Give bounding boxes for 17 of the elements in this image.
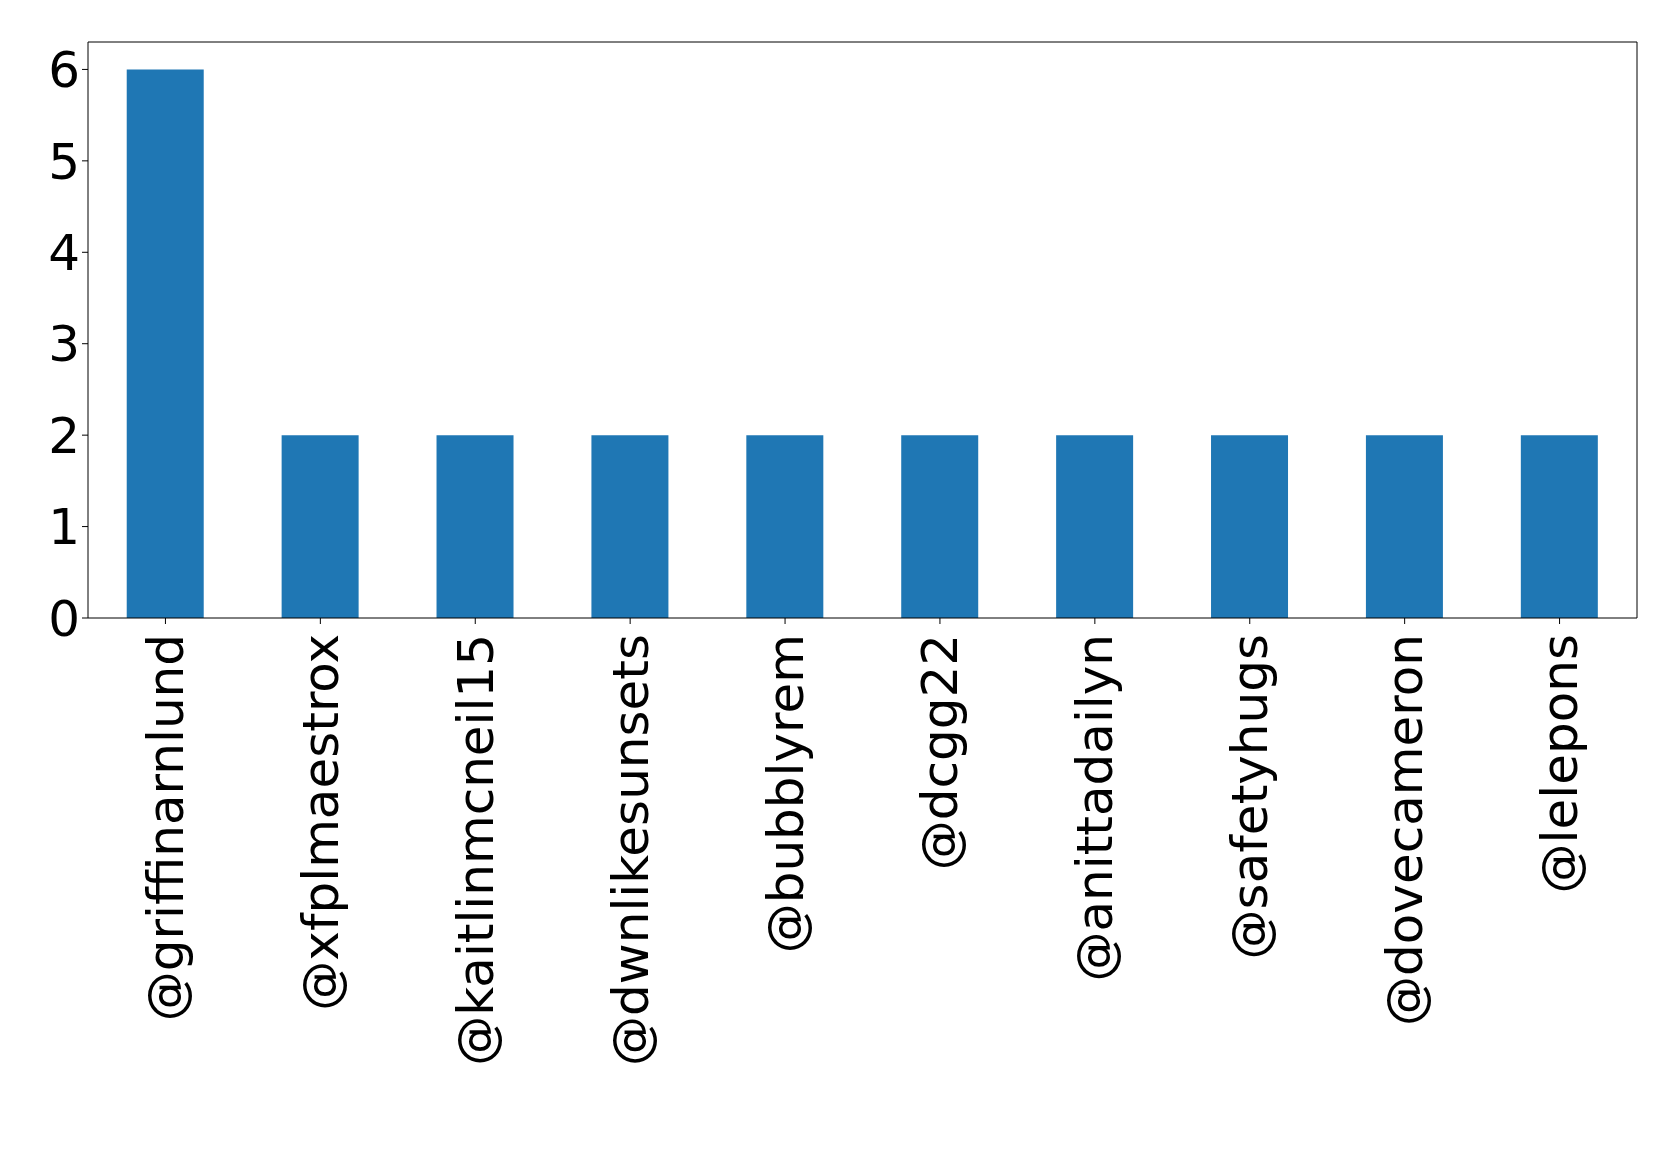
x-tick-label: @bubblyrem xyxy=(756,634,815,954)
y-tick-label: 0 xyxy=(48,589,80,648)
x-tick-label: @anittadailyn xyxy=(1066,634,1125,982)
x-tick-label: @dwnlikesunsets xyxy=(601,634,660,1066)
y-tick-label: 1 xyxy=(48,498,80,557)
y-tick-label: 2 xyxy=(48,406,80,465)
x-tick-label: @griffinarnlund xyxy=(136,634,195,1022)
x-tick-label: @xfplmaestrox xyxy=(291,634,350,1011)
x-tick-label: @safetyhugs xyxy=(1221,634,1280,960)
y-tick-label: 5 xyxy=(48,132,80,191)
y-tick-label: 3 xyxy=(48,315,80,374)
y-tick-label: 6 xyxy=(48,41,80,100)
y-tick-label: 4 xyxy=(48,224,80,283)
x-tick-label: @dovecameron xyxy=(1376,634,1435,1027)
x-tick-label: @lelepons xyxy=(1531,634,1590,894)
x-tick-label: @dcgg22 xyxy=(911,634,970,871)
x-tick-label: @kaitlinmcneil15 xyxy=(446,634,505,1066)
